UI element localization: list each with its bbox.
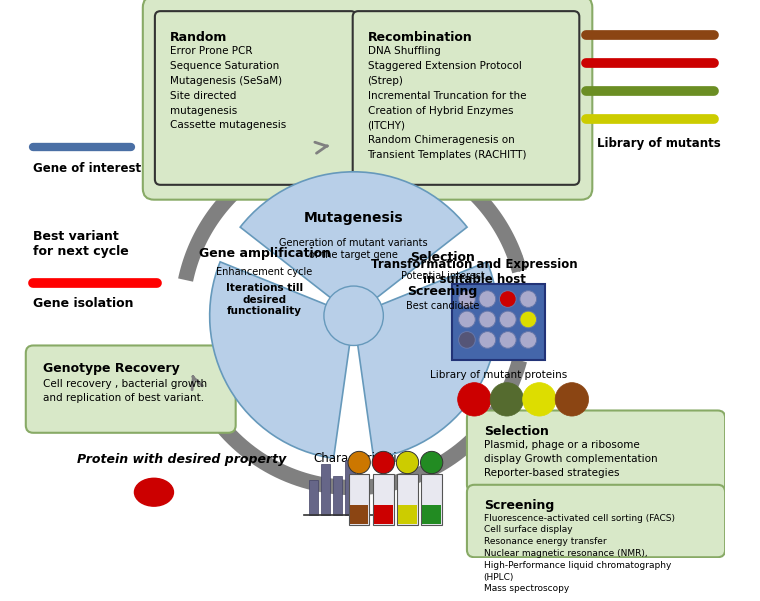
Bar [423,505,441,524]
Text: Library of mutants: Library of mutants [597,138,720,150]
Text: Iterations till
desired
functionality: Iterations till desired functionality [226,283,303,316]
Text: Recombination: Recombination [368,31,472,44]
Wedge shape [240,172,467,299]
Ellipse shape [135,478,173,506]
Text: Screening: Screening [483,499,554,511]
Wedge shape [357,262,498,459]
Text: Error Prone PCR
Sequence Saturation
Mutagenesis (SeSaM)
Site directed
mutagenesi: Error Prone PCR Sequence Saturation Muta… [169,46,286,130]
Text: Selection: Selection [483,426,549,438]
Circle shape [458,383,491,416]
Text: Selection: Selection [410,251,475,264]
Bar [309,480,318,516]
Circle shape [458,291,475,307]
Circle shape [499,332,516,348]
Circle shape [499,291,516,307]
Bar [422,474,442,525]
Bar [373,474,394,525]
Circle shape [348,451,370,474]
Circle shape [458,311,475,328]
Circle shape [420,451,443,474]
Text: Potential interest: Potential interest [401,271,485,281]
Text: Gene of interest: Gene of interest [33,162,141,175]
Circle shape [479,311,496,328]
Bar [357,483,366,516]
Circle shape [520,291,537,307]
Bar [321,465,331,516]
Bar [333,477,343,516]
Circle shape [372,451,394,474]
Text: Mutagenesis: Mutagenesis [304,211,404,225]
Text: DNA Shuffling
Staggered Extension Protocol
(Strep)
Incremental Truncation for th: DNA Shuffling Staggered Extension Protoc… [368,46,527,160]
Text: Plasmid, phage or a ribosome
display Growth complementation
Reporter-based strat: Plasmid, phage or a ribosome display Gro… [483,440,657,478]
Text: Screening: Screening [407,285,478,297]
Bar [350,505,369,524]
Text: Fluorescence-activated cell sorting (FACS)
Cell surface display
Resonance energy: Fluorescence-activated cell sorting (FAC… [483,514,675,593]
Bar [374,505,393,524]
FancyBboxPatch shape [353,11,579,185]
Text: Best candidate: Best candidate [406,301,480,311]
Circle shape [555,383,588,416]
Text: Transformation and Expression
in suitable host: Transformation and Expression in suitabl… [371,258,578,286]
FancyBboxPatch shape [452,284,545,361]
Text: Gene amplification: Gene amplification [198,246,331,260]
Text: Library of mutant proteins: Library of mutant proteins [430,370,567,380]
Circle shape [490,383,524,416]
FancyBboxPatch shape [26,346,236,433]
FancyBboxPatch shape [155,11,356,185]
Text: Enhancement cycle: Enhancement cycle [217,267,312,276]
Circle shape [397,451,419,474]
Text: Cell recovery , bacterial growth
and replication of best variant.: Cell recovery , bacterial growth and rep… [43,379,207,403]
Circle shape [479,291,496,307]
Circle shape [523,383,556,416]
Circle shape [479,332,496,348]
Text: Random: Random [169,31,227,44]
Circle shape [458,332,475,348]
Circle shape [324,286,383,346]
Text: Genotype Recovery: Genotype Recovery [43,362,179,375]
Text: Protein with desired property: Protein with desired property [78,453,287,466]
Text: Best variant
for next cycle: Best variant for next cycle [33,230,129,258]
Bar [397,474,418,525]
Text: Generation of mutant variants
of the target gene: Generation of mutant variants of the tar… [280,238,428,260]
FancyBboxPatch shape [143,0,592,200]
Circle shape [499,311,516,328]
FancyBboxPatch shape [467,485,725,557]
Circle shape [520,332,537,348]
Wedge shape [210,262,350,459]
Circle shape [520,311,537,328]
Bar [349,474,369,525]
Text: Gene isolation: Gene isolation [33,297,134,310]
Bar [398,505,416,524]
FancyBboxPatch shape [467,410,725,492]
Text: Characterization: Characterization [314,453,412,465]
Bar [345,460,355,516]
